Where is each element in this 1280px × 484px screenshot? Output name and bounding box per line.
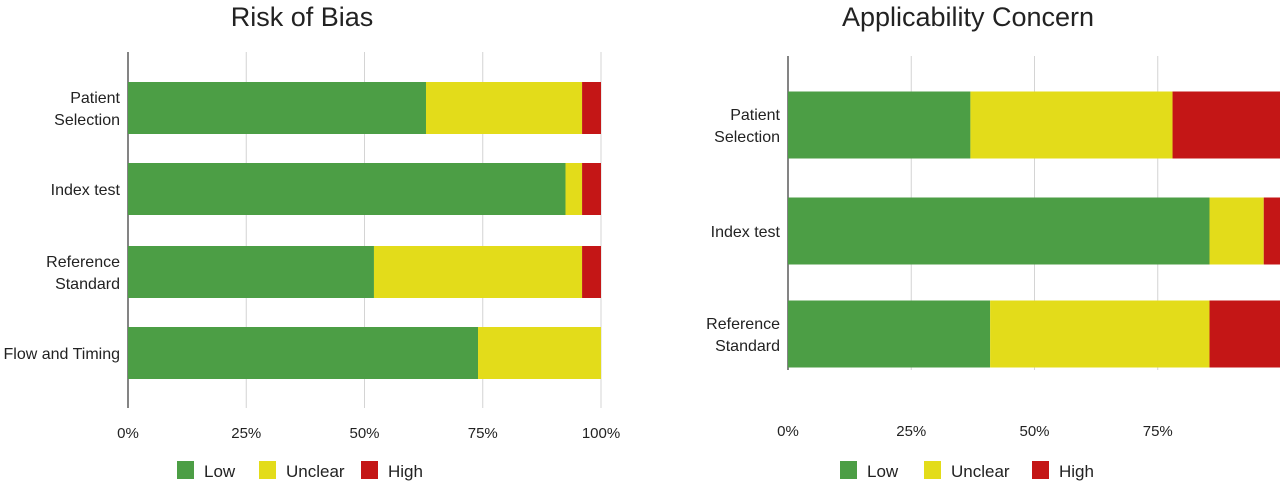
bar-unclear-patient-selection xyxy=(425,82,583,134)
bar-high-patient-selection xyxy=(582,82,601,134)
legend: Low Unclear High xyxy=(840,461,1094,481)
bar-unclear-reference-standard xyxy=(373,246,583,298)
bar-low-reference-standard xyxy=(128,246,374,298)
x-tick-label: 0% xyxy=(117,425,139,442)
bar-unclear-index-test xyxy=(565,163,583,215)
legend-swatch-low xyxy=(840,461,857,479)
chart-title: Applicability Concern xyxy=(842,2,1094,32)
category-label: Selection xyxy=(714,129,780,146)
category-label: Standard xyxy=(715,338,780,355)
bar-high-index-test xyxy=(582,163,601,215)
legend-swatch-unclear xyxy=(259,461,276,479)
x-tick-label: 50% xyxy=(1019,423,1049,440)
chart-risk-of-bias: Risk of Bias 0% 25% 50% 75% 100% Patient Select… xyxy=(4,2,621,481)
legend-label-low: Low xyxy=(867,462,899,481)
legend-label-unclear: Unclear xyxy=(286,462,345,481)
bar-high-index-test xyxy=(1263,197,1280,265)
x-tick-label: 75% xyxy=(1143,423,1173,440)
x-tick-label: 100% xyxy=(582,425,620,442)
bar-unclear-flow-and-timing xyxy=(478,327,601,379)
bar-low-patient-selection xyxy=(128,82,426,134)
category-label: Flow and Timing xyxy=(4,346,121,363)
legend-label-high: High xyxy=(388,462,423,481)
category-label: Patient xyxy=(730,107,780,124)
category-label: Standard xyxy=(55,276,120,293)
legend-swatch-high xyxy=(361,461,378,479)
x-tick-label: 25% xyxy=(896,423,926,440)
bar-low-index-test xyxy=(128,163,566,215)
bar-unclear-patient-selection xyxy=(970,91,1173,159)
chart-applicability-concern: Applicability Concern 0% 25% 50% 75% Patient S… xyxy=(706,2,1280,481)
category-label: Reference xyxy=(706,316,780,333)
x-tick-label: 75% xyxy=(468,425,498,442)
bar-low-flow-and-timing xyxy=(128,327,479,379)
bar-unclear-index-test xyxy=(1209,197,1264,265)
category-label: Index test xyxy=(51,182,121,199)
legend-swatch-low xyxy=(177,461,194,479)
bar-high-reference-standard xyxy=(1209,300,1280,368)
bar-low-index-test xyxy=(788,197,1210,265)
category-label: Reference xyxy=(46,254,120,271)
x-tick-label: 25% xyxy=(231,425,261,442)
category-label: Patient xyxy=(70,90,120,107)
bar-high-patient-selection xyxy=(1172,91,1280,159)
bar-low-reference-standard xyxy=(788,300,991,368)
x-tick-label: 50% xyxy=(349,425,379,442)
x-tick-label: 0% xyxy=(777,423,799,440)
legend-swatch-unclear xyxy=(924,461,941,479)
category-label: Index test xyxy=(711,224,781,241)
bar-low-patient-selection xyxy=(788,91,971,159)
legend-label-high: High xyxy=(1059,462,1094,481)
bar-high-reference-standard xyxy=(582,246,601,298)
legend: Low Unclear High xyxy=(177,461,423,481)
bar-unclear-reference-standard xyxy=(990,300,1210,368)
legend-label-low: Low xyxy=(204,462,236,481)
legend-label-unclear: Unclear xyxy=(951,462,1010,481)
category-label: Selection xyxy=(54,112,120,129)
chart-title: Risk of Bias xyxy=(231,2,374,32)
legend-swatch-high xyxy=(1032,461,1049,479)
